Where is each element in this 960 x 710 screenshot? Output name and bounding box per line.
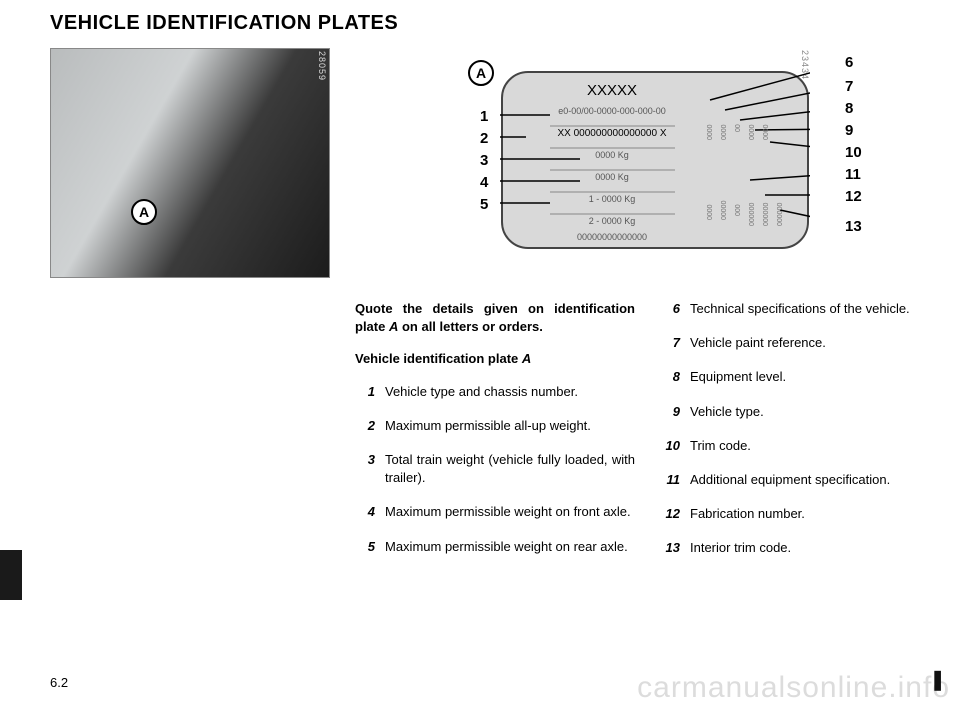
column-2: 6Technical specifications of the ve­hicl… (660, 300, 940, 574)
svg-text:0000: 0000 (707, 124, 714, 140)
item-text: Vehicle type and chassis number. (385, 383, 635, 401)
item-text: Maximum permissible weight on front axle… (385, 503, 635, 521)
photo-panel: 28059 A (50, 48, 330, 278)
callout-right-7: 7 (845, 78, 853, 95)
item-text: Vehicle type. (690, 403, 940, 421)
item-num: 12 (660, 505, 690, 523)
item-num: 2 (355, 417, 385, 435)
svg-text:0000: 0000 (721, 124, 728, 140)
plate-title: XXXXX (587, 82, 637, 99)
item-num: 13 (660, 539, 690, 557)
callout-left-4: 4 (480, 174, 488, 191)
callout-right-9: 9 (845, 122, 853, 139)
diagram-panel: 23434 A 1 2 3 4 5 6 7 8 9 10 11 12 13 (380, 48, 920, 278)
plate-svg: XXXXX e0-00/00-0000-000-000-00 XX 000000… (500, 70, 810, 250)
callout-left-1: 1 (480, 108, 488, 125)
item-num: 1 (355, 383, 385, 401)
photo-code: 28059 (317, 51, 327, 81)
list-item: 9Vehicle type. (660, 403, 940, 421)
list-item: 13Interior trim code. (660, 539, 940, 557)
item-text: Trim code. (690, 437, 940, 455)
item-text: Additional equipment specifica­tion. (690, 471, 940, 489)
plate-l1: e0-00/00-0000-000-000-00 (558, 106, 666, 116)
item-text: Fabrication number. (690, 505, 940, 523)
diagram-marker-A: A (468, 60, 494, 86)
plate-l6: 2 - 0000 Kg (589, 216, 636, 226)
list-item: 7Vehicle paint reference. (660, 334, 940, 352)
item-num: 3 (355, 451, 385, 487)
id-plate: XXXXX e0-00/00-0000-000-000-00 XX 000000… (500, 70, 810, 250)
side-tab (0, 550, 22, 600)
svg-text:000: 000 (735, 204, 742, 216)
item-num: 5 (355, 538, 385, 556)
item-num: 9 (660, 403, 690, 421)
list-item: 2Maximum permissible all-up weight. (355, 417, 635, 435)
subhead-ref: A (522, 351, 531, 366)
item-num: 6 (660, 300, 690, 318)
svg-text:000000: 000000 (749, 203, 756, 226)
list-item: 3Total train weight (vehicle fully loade… (355, 451, 635, 487)
list-item: 5Maximum permissible weight on rear axle… (355, 538, 635, 556)
page-title: VEHICLE IDENTIFICATION PLATES (50, 12, 398, 35)
callout-left-3: 3 (480, 152, 488, 169)
svg-text:0000: 0000 (763, 124, 770, 140)
callout-right-8: 8 (845, 100, 853, 117)
list-item: 1Vehicle type and chassis number. (355, 383, 635, 401)
photo-marker-A: A (131, 199, 157, 225)
item-num: 11 (660, 471, 690, 489)
plate-l4: 0000 Kg (595, 172, 629, 182)
intro-text: Quote the details given on identifica­ti… (355, 300, 635, 336)
callout-left-2: 2 (480, 130, 488, 147)
svg-text:00: 00 (735, 124, 742, 132)
plate-l2: XX 000000000000000 X (558, 128, 667, 139)
item-text: Interior trim code. (690, 539, 940, 557)
plate-l3: 0000 Kg (595, 150, 629, 160)
intro-ref: A (389, 319, 398, 334)
column-1: Quote the details given on identifica­ti… (355, 300, 635, 572)
item-num: 8 (660, 368, 690, 386)
item-text: Maximum permissible weight on rear axle. (385, 538, 635, 556)
callout-right-13: 13 (845, 218, 862, 235)
subhead: Vehicle identification plate A (355, 350, 635, 368)
intro-post: on all letters or orders. (398, 319, 543, 334)
list-item: 10Trim code. (660, 437, 940, 455)
item-text: Technical specifications of the ve­hicle… (690, 300, 940, 318)
svg-text:0000: 0000 (707, 204, 714, 220)
plate-l5: 1 - 0000 Kg (589, 194, 636, 204)
list-item: 6Technical specifications of the ve­hicl… (660, 300, 940, 318)
list-item: 4Maximum permissible weight on front axl… (355, 503, 635, 521)
item-num: 4 (355, 503, 385, 521)
item-num: 7 (660, 334, 690, 352)
list-item: 12Fabrication number. (660, 505, 940, 523)
watermark: carmanualsonline.info (637, 671, 950, 705)
callout-right-6: 6 (845, 54, 853, 71)
svg-text:000000: 000000 (763, 203, 770, 226)
page-number: 6.2 (50, 675, 68, 690)
callout-left-5: 5 (480, 196, 488, 213)
cursor-icon: ❚ (929, 667, 946, 692)
subhead-pre: Vehicle identification plate (355, 351, 522, 366)
list-item: 8Equipment level. (660, 368, 940, 386)
plate-l7: 00000000000000 (577, 232, 647, 242)
callout-right-11: 11 (845, 166, 861, 183)
svg-text:0000: 0000 (749, 124, 756, 140)
item-text: Vehicle paint reference. (690, 334, 940, 352)
svg-text:000000: 000000 (777, 203, 784, 226)
svg-text:00000: 00000 (721, 200, 728, 220)
item-num: 10 (660, 437, 690, 455)
callout-right-12: 12 (845, 188, 862, 205)
callout-right-10: 10 (845, 144, 862, 161)
list-item: 11Additional equipment specifica­tion. (660, 471, 940, 489)
item-text: Equipment level. (690, 368, 940, 386)
item-text: Maximum permissible all-up weight. (385, 417, 635, 435)
item-text: Total train weight (vehicle fully loaded… (385, 451, 635, 487)
